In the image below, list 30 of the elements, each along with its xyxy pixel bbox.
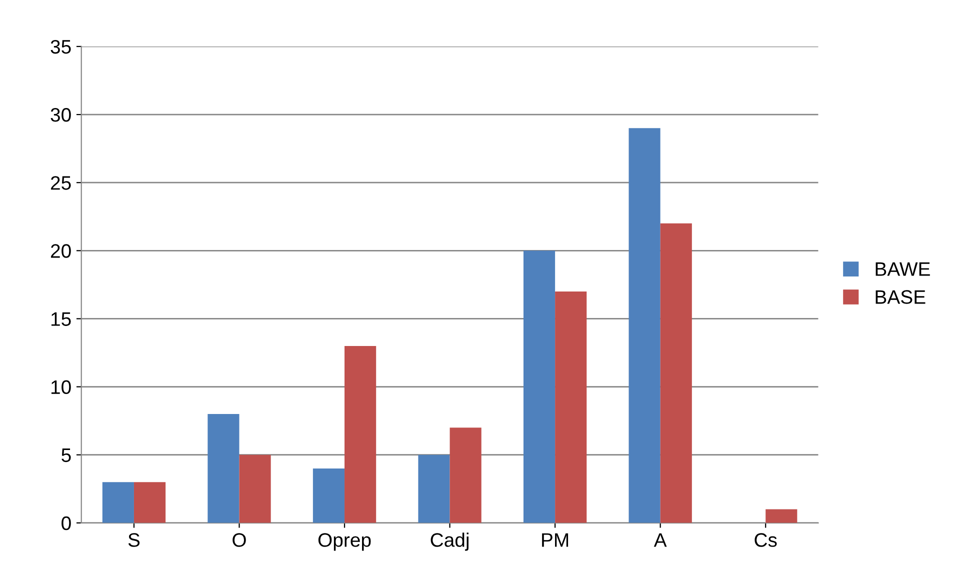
y-tick-label: 25 bbox=[50, 176, 71, 190]
y-tick-label: 20 bbox=[50, 244, 71, 258]
bar bbox=[344, 346, 376, 523]
bar bbox=[555, 291, 587, 523]
y-tick-label: 5 bbox=[62, 448, 71, 462]
bar bbox=[450, 428, 482, 523]
bar bbox=[134, 482, 166, 523]
bar bbox=[628, 128, 660, 523]
bar bbox=[312, 468, 345, 523]
y-tick-label: 35 bbox=[50, 40, 71, 54]
y-tick-label: 30 bbox=[50, 108, 71, 122]
bar bbox=[208, 414, 240, 523]
x-tick-label: Oprep bbox=[318, 533, 371, 551]
bar bbox=[766, 509, 798, 523]
bar bbox=[660, 223, 692, 523]
legend-label: BAWE bbox=[876, 262, 930, 276]
x-tick-label: PM bbox=[542, 533, 568, 547]
bar bbox=[239, 454, 271, 523]
bar bbox=[102, 482, 134, 523]
x-tick-label: Cs bbox=[754, 533, 777, 547]
y-tick-label: 0 bbox=[62, 516, 71, 530]
x-tick-label: S bbox=[128, 533, 140, 547]
legend-label: BASE bbox=[876, 290, 926, 304]
x-tick-label: A bbox=[654, 533, 667, 547]
bar bbox=[418, 454, 450, 523]
x-tick-label: Cadj bbox=[430, 532, 468, 551]
y-tick-label: 15 bbox=[51, 312, 71, 326]
x-tick-label: O bbox=[232, 533, 246, 547]
bar bbox=[523, 250, 556, 523]
y-tick-label: 10 bbox=[51, 380, 71, 394]
